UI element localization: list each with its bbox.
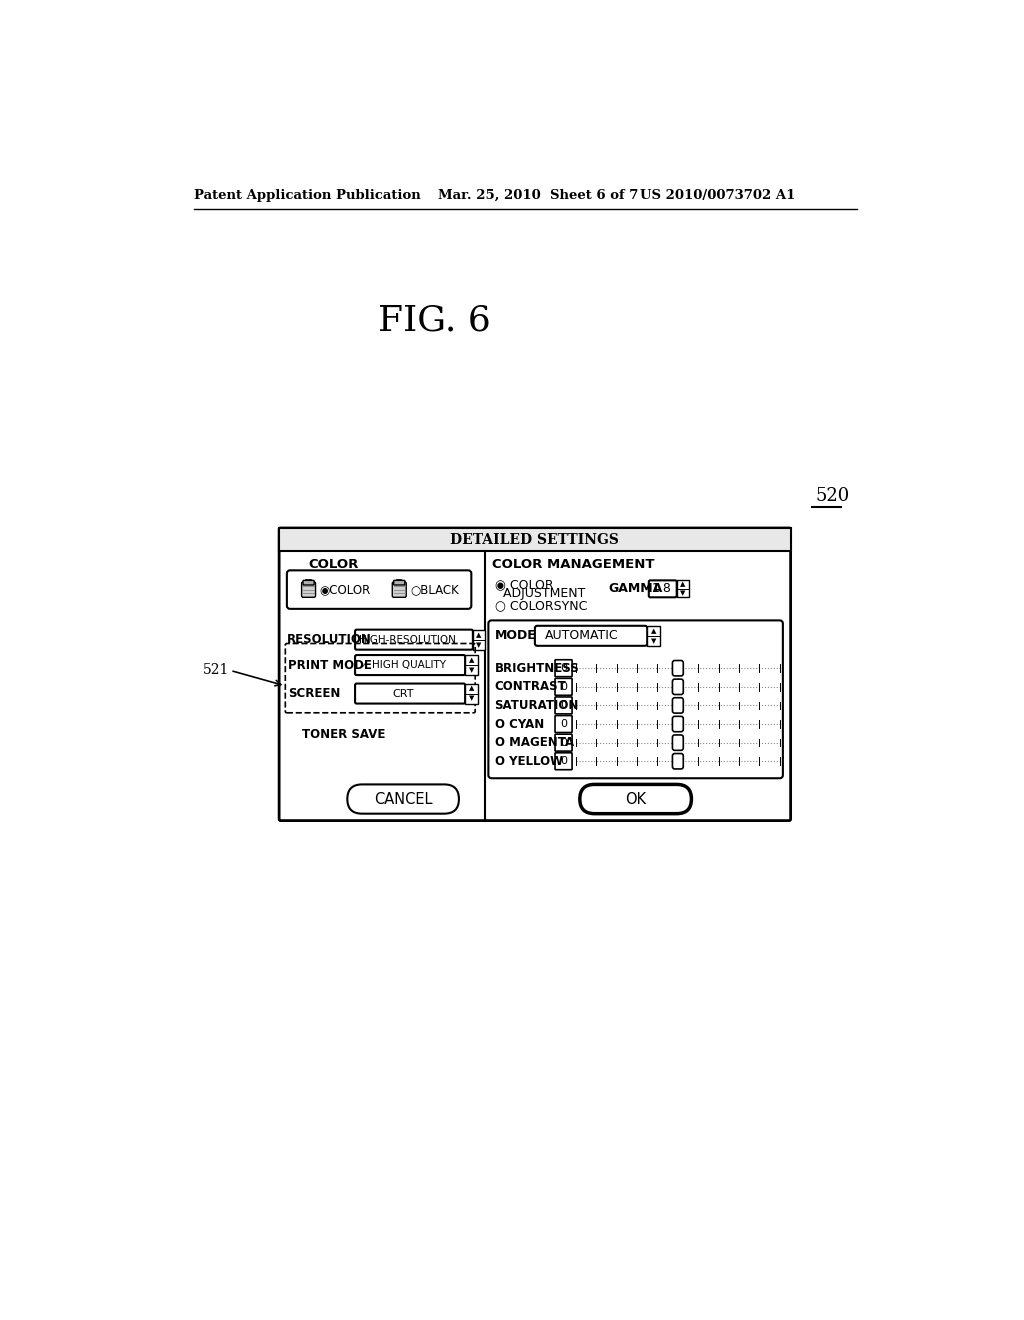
Text: SCREEN: SCREEN: [289, 686, 341, 700]
FancyBboxPatch shape: [673, 678, 683, 694]
Bar: [647, 626, 659, 645]
Text: ▼: ▼: [680, 590, 686, 597]
FancyBboxPatch shape: [555, 715, 572, 733]
FancyBboxPatch shape: [535, 626, 647, 645]
Text: RESOLUTION: RESOLUTION: [287, 634, 372, 647]
FancyBboxPatch shape: [673, 698, 683, 713]
Text: COLOR MANAGEMENT: COLOR MANAGEMENT: [493, 558, 654, 572]
Text: ▲: ▲: [469, 657, 474, 663]
Text: 0: 0: [560, 719, 567, 729]
Text: 0: 0: [560, 663, 567, 673]
Text: ADJUSTMENT: ADJUSTMENT: [495, 587, 585, 601]
Text: ○ COLORSYNC: ○ COLORSYNC: [495, 599, 587, 612]
Text: US 2010/0073702 A1: US 2010/0073702 A1: [640, 189, 795, 202]
Text: 0: 0: [560, 738, 567, 747]
Text: 1.8: 1.8: [651, 582, 671, 595]
Text: 520: 520: [815, 487, 850, 506]
Text: COLOR: COLOR: [308, 558, 358, 572]
FancyBboxPatch shape: [555, 752, 572, 770]
FancyBboxPatch shape: [673, 660, 683, 676]
Text: ◉COLOR: ◉COLOR: [319, 583, 371, 597]
Bar: [677, 581, 689, 598]
Text: 0: 0: [560, 701, 567, 710]
Text: TONER SAVE: TONER SAVE: [302, 727, 386, 741]
Text: ▲: ▲: [476, 632, 481, 638]
FancyBboxPatch shape: [673, 717, 683, 731]
Text: CANCEL: CANCEL: [374, 792, 432, 807]
FancyBboxPatch shape: [555, 697, 572, 714]
FancyBboxPatch shape: [392, 582, 407, 598]
FancyBboxPatch shape: [347, 784, 459, 813]
Text: 0: 0: [560, 756, 567, 766]
FancyBboxPatch shape: [287, 570, 471, 609]
FancyBboxPatch shape: [488, 620, 783, 779]
Text: GAMMA: GAMMA: [608, 582, 663, 595]
Text: ▲: ▲: [651, 628, 656, 634]
Bar: [280, 528, 791, 552]
Text: ▼: ▼: [469, 667, 474, 673]
FancyBboxPatch shape: [580, 784, 691, 813]
Text: Patent Application Publication: Patent Application Publication: [194, 189, 421, 202]
Text: DETAILED SETTINGS: DETAILED SETTINGS: [451, 532, 620, 546]
Bar: [465, 655, 477, 675]
FancyBboxPatch shape: [355, 684, 465, 704]
FancyBboxPatch shape: [649, 581, 677, 598]
Text: PRINT MODE: PRINT MODE: [289, 659, 373, 672]
Text: HIGH-RESOLUTION: HIGH-RESOLUTION: [359, 635, 457, 644]
Text: OK: OK: [625, 792, 646, 807]
Text: CONTRAST: CONTRAST: [495, 680, 566, 693]
Text: 0: 0: [560, 682, 567, 692]
Text: FIG. 6: FIG. 6: [378, 304, 490, 337]
FancyBboxPatch shape: [355, 630, 473, 649]
Text: Mar. 25, 2010  Sheet 6 of 7: Mar. 25, 2010 Sheet 6 of 7: [438, 189, 638, 202]
Text: ▲: ▲: [469, 685, 474, 692]
Text: BRIGHTNESS: BRIGHTNESS: [495, 661, 580, 675]
Text: SATURATION: SATURATION: [495, 698, 579, 711]
Text: ✓ HIGH QUALITY: ✓ HIGH QUALITY: [360, 660, 446, 671]
Text: O MAGENTA: O MAGENTA: [495, 737, 573, 750]
FancyBboxPatch shape: [302, 582, 315, 598]
Text: ▼: ▼: [651, 638, 656, 644]
Text: ◉ COLOR: ◉ COLOR: [495, 578, 553, 591]
Text: O CYAN: O CYAN: [495, 718, 544, 730]
Text: CRT: CRT: [392, 689, 414, 698]
FancyBboxPatch shape: [673, 754, 683, 770]
Bar: [473, 630, 485, 649]
Text: ▼: ▼: [476, 642, 481, 648]
FancyBboxPatch shape: [280, 528, 791, 821]
FancyBboxPatch shape: [355, 655, 465, 675]
FancyBboxPatch shape: [303, 581, 314, 585]
Bar: [465, 684, 477, 704]
Text: ▲: ▲: [680, 582, 686, 587]
FancyBboxPatch shape: [555, 734, 572, 751]
FancyBboxPatch shape: [393, 581, 404, 585]
Text: O YELLOW: O YELLOW: [495, 755, 563, 768]
Text: AUTOMATIC: AUTOMATIC: [545, 630, 618, 643]
FancyBboxPatch shape: [555, 678, 572, 696]
Text: ○BLACK: ○BLACK: [410, 583, 459, 597]
FancyBboxPatch shape: [673, 735, 683, 750]
Text: MODE: MODE: [495, 630, 537, 643]
Text: 521: 521: [203, 664, 228, 677]
FancyBboxPatch shape: [555, 660, 572, 677]
Text: ▼: ▼: [469, 696, 474, 701]
